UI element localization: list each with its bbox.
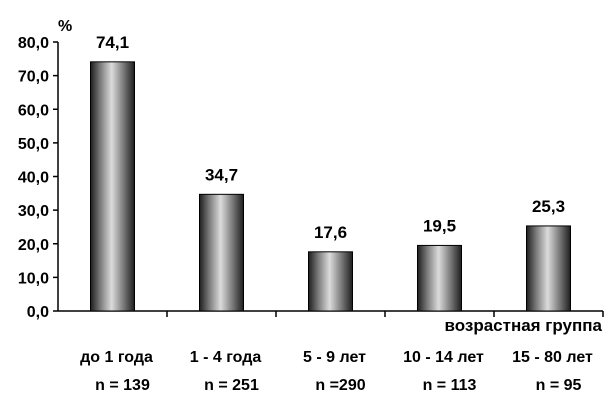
category-label: 15 - 80 лет xyxy=(512,349,593,366)
category-label: 10 - 14 лет xyxy=(403,349,484,366)
sample-size-label: n = 139 xyxy=(95,377,150,394)
sample-size-label: n = 95 xyxy=(536,377,582,394)
sample-size-label: n = 113 xyxy=(423,377,477,394)
bar xyxy=(308,251,353,312)
category-label: до 1 года xyxy=(80,349,153,366)
y-tick-label: 70,0 xyxy=(18,69,49,86)
sample-size-label: n = 251 xyxy=(204,377,259,394)
y-tick-label: 10,0 xyxy=(18,270,49,287)
bar xyxy=(526,225,571,312)
sample-size-label: n =290 xyxy=(315,377,365,394)
x-axis-label: возрастная группа xyxy=(444,316,602,335)
y-tick-label: 50,0 xyxy=(18,136,49,153)
category-label: 1 - 4 года xyxy=(190,349,262,366)
y-tick-label: 40,0 xyxy=(18,170,49,187)
y-tick-label: 30,0 xyxy=(18,203,49,220)
y-tick-label: 20,0 xyxy=(18,237,49,254)
y-tick-label: 60,0 xyxy=(18,102,49,119)
bar-value-label: 34,7 xyxy=(205,165,238,184)
bar xyxy=(417,244,462,312)
bar-value-label: 25,3 xyxy=(532,197,565,216)
category-label: 5 - 9 лет xyxy=(303,349,366,366)
bar xyxy=(199,193,244,312)
y-unit-label: % xyxy=(58,18,72,35)
y-tick-label: 0,0 xyxy=(27,304,49,321)
bar-value-label: 19,5 xyxy=(423,216,456,235)
bar-value-label: 74,1 xyxy=(96,33,129,52)
y-tick-label: 80,0 xyxy=(18,35,49,52)
bar-value-label: 17,6 xyxy=(314,223,347,242)
bar xyxy=(90,61,135,312)
